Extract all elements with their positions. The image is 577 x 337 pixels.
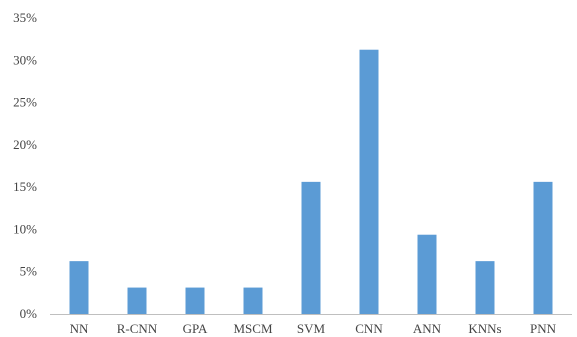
bar [417, 234, 437, 314]
bar [127, 287, 147, 314]
y-tick-label: 10% [13, 221, 37, 236]
bar [243, 287, 263, 314]
y-tick-label: 15% [13, 179, 37, 194]
bar [533, 181, 553, 314]
x-tick-label: PNN [530, 321, 557, 336]
x-tick-label: GPA [183, 321, 208, 336]
y-tick-label: 5% [20, 264, 38, 279]
y-axis: 0% 5% 10% 15% 20% 25% 30% 35% [13, 10, 37, 321]
x-tick-label: KNNs [468, 321, 501, 336]
bar [359, 49, 379, 314]
x-tick-label: SVM [297, 321, 326, 336]
x-tick-label: R-CNN [117, 321, 158, 336]
bar [69, 261, 89, 314]
bar-series [69, 49, 553, 314]
x-tick-label: CNN [355, 321, 383, 336]
x-tick-label: MSCM [233, 321, 272, 336]
x-axis: NN R-CNN GPA MSCM SVM CNN ANN KNNs PNN [70, 321, 557, 336]
bar [301, 181, 321, 314]
bar [185, 287, 205, 314]
y-tick-label: 35% [13, 10, 37, 25]
bar [475, 261, 495, 314]
y-tick-label: 0% [20, 306, 38, 321]
y-tick-label: 25% [13, 95, 37, 110]
x-tick-label: ANN [413, 321, 442, 336]
y-tick-label: 30% [13, 52, 37, 67]
x-tick-label: NN [70, 321, 89, 336]
y-tick-label: 20% [13, 137, 37, 152]
